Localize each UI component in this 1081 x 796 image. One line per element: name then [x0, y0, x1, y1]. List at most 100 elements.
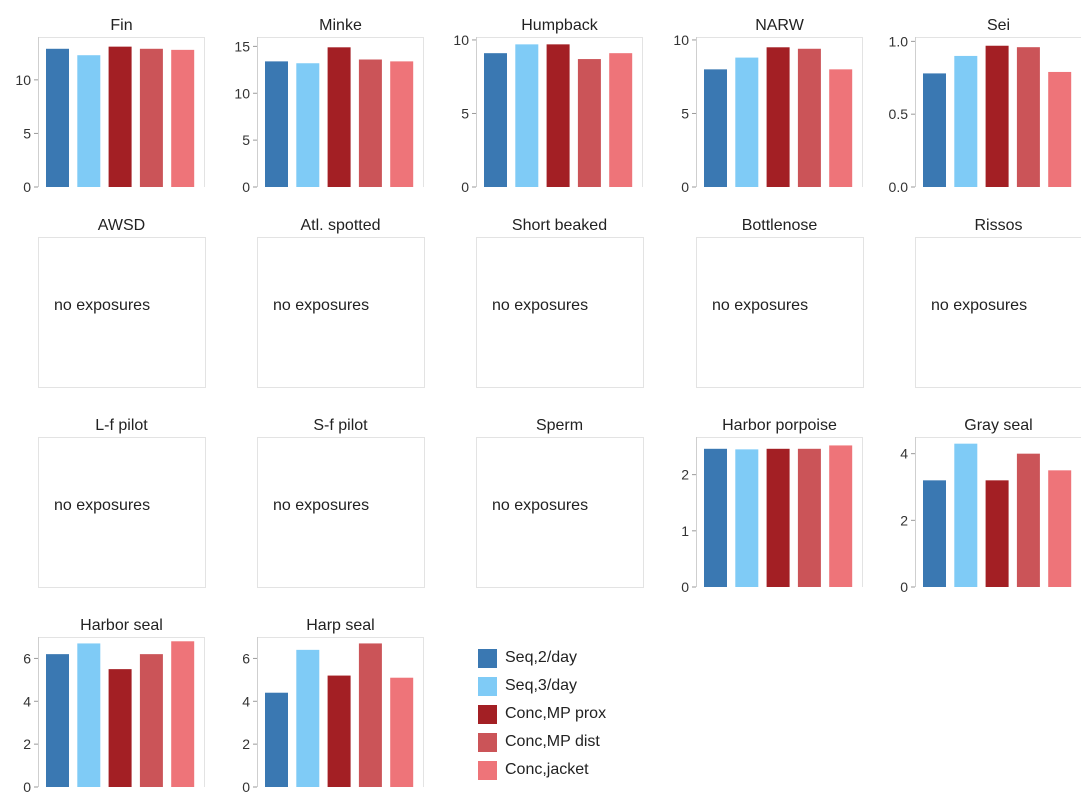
y-tick-label: 2	[681, 467, 689, 483]
legend-label: Seq,2/day	[505, 649, 578, 666]
bar	[327, 675, 351, 787]
panel-title: NARW	[755, 17, 804, 34]
bar	[171, 641, 195, 787]
y-tick-label: 10	[234, 85, 250, 101]
legend-swatch	[478, 760, 497, 780]
y-tick-label: 2	[900, 512, 908, 528]
y-tick-label: 6	[242, 650, 250, 666]
legend-item: Seq,2/day	[478, 644, 606, 672]
bar	[829, 69, 853, 187]
legend-swatch	[478, 704, 497, 724]
bar	[390, 677, 414, 787]
chart-panel: NARW 0 5 10	[673, 17, 863, 195]
y-tick-label: 0	[242, 179, 250, 195]
bar	[1048, 71, 1072, 187]
bar	[954, 443, 978, 587]
bar	[139, 654, 163, 787]
panel-title: Harbor porpoise	[722, 417, 837, 434]
legend-item: Seq,3/day	[478, 672, 606, 700]
chart-panel: Short beaked no exposures	[476, 217, 644, 388]
bar	[1016, 47, 1040, 187]
chart-panel: Fin 0 5 10	[15, 17, 205, 195]
bar	[296, 63, 320, 187]
y-tick-label: 0	[23, 179, 31, 195]
y-tick-label: 0	[461, 179, 469, 195]
bar	[609, 53, 633, 188]
y-tick-label: 6	[23, 650, 31, 666]
bar	[829, 445, 853, 587]
chart-panel: Bottlenose no exposures	[696, 217, 864, 388]
bar	[296, 649, 320, 787]
panel-title: Harbor seal	[80, 617, 163, 634]
y-tick-label: 1.0	[889, 33, 909, 49]
bar	[766, 448, 790, 587]
bar	[265, 61, 288, 187]
chart-panel: Minke 0 5 10 15	[234, 17, 424, 195]
y-tick-label: 4	[242, 693, 250, 709]
bar	[797, 48, 821, 187]
bar	[108, 669, 132, 787]
panel-title: Rissos	[974, 217, 1022, 234]
bar	[171, 49, 195, 187]
bar	[358, 643, 382, 787]
legend-item: Conc,MP prox	[478, 700, 606, 728]
no-exposures-label: no exposures	[492, 497, 588, 514]
bar	[484, 53, 507, 188]
bar	[985, 480, 1009, 587]
no-exposures-label: no exposures	[273, 297, 369, 314]
bar	[46, 48, 69, 188]
bar	[766, 47, 790, 188]
no-exposures-label: no exposures	[273, 497, 369, 514]
chart-panel: Humpback 0 5 10	[453, 17, 643, 195]
panel-title: Sperm	[536, 417, 583, 434]
chart-panel: Harp seal 0 2 4 6	[242, 617, 424, 795]
y-tick-label: 0	[681, 579, 689, 595]
no-exposures-label: no exposures	[931, 297, 1027, 314]
y-tick-label: 0	[681, 179, 689, 195]
chart-panel: AWSD no exposures	[38, 217, 206, 388]
legend-item: Conc,MP dist	[478, 728, 606, 756]
legend-label: Conc,MP prox	[505, 705, 607, 722]
bar	[327, 47, 351, 187]
y-tick-label: 10	[673, 32, 689, 48]
chart-panel: Sei 0.0 0.5 1.0	[889, 17, 1081, 195]
legend-label: Conc,jacket	[505, 761, 589, 778]
bar	[108, 46, 132, 188]
y-tick-label: 5	[23, 125, 31, 141]
bar	[77, 55, 101, 187]
y-tick-label: 2	[242, 736, 250, 752]
panel-frame	[38, 437, 206, 588]
y-tick-label: 10	[15, 72, 31, 88]
panel-title: Gray seal	[964, 417, 1032, 434]
panel-title: L-f pilot	[95, 417, 148, 434]
legend-swatch	[478, 732, 497, 752]
panel-title: S-f pilot	[313, 417, 368, 434]
bar	[923, 480, 946, 587]
no-exposures-label: no exposures	[54, 297, 150, 314]
y-tick-label: 5	[242, 132, 250, 148]
legend-swatch	[478, 676, 497, 696]
no-exposures-label: no exposures	[54, 497, 150, 514]
panel-frame	[696, 237, 864, 388]
legend: Seq,2/day Seq,3/day Conc,MP prox Conc,MP…	[478, 644, 606, 784]
y-tick-label: 10	[453, 32, 469, 48]
bar	[704, 69, 727, 187]
panel-frame	[38, 237, 206, 388]
chart-panel: Atl. spotted no exposures	[257, 217, 425, 388]
bar	[1016, 453, 1040, 587]
bar	[735, 57, 759, 188]
panel-title: Harp seal	[306, 617, 374, 634]
panel-frame	[476, 237, 644, 388]
panel-title: Fin	[110, 17, 132, 34]
y-tick-label: 0.0	[889, 179, 909, 195]
no-exposures-label: no exposures	[712, 297, 808, 314]
bar	[704, 448, 727, 587]
y-tick-label: 4	[900, 446, 908, 462]
no-exposures-label: no exposures	[492, 297, 588, 314]
panel-title: Bottlenose	[742, 217, 818, 234]
legend-swatch	[478, 648, 497, 668]
bar	[265, 692, 288, 787]
chart-panel: Harbor porpoise 0 1 2	[681, 417, 863, 595]
y-tick-label: 5	[461, 105, 469, 121]
